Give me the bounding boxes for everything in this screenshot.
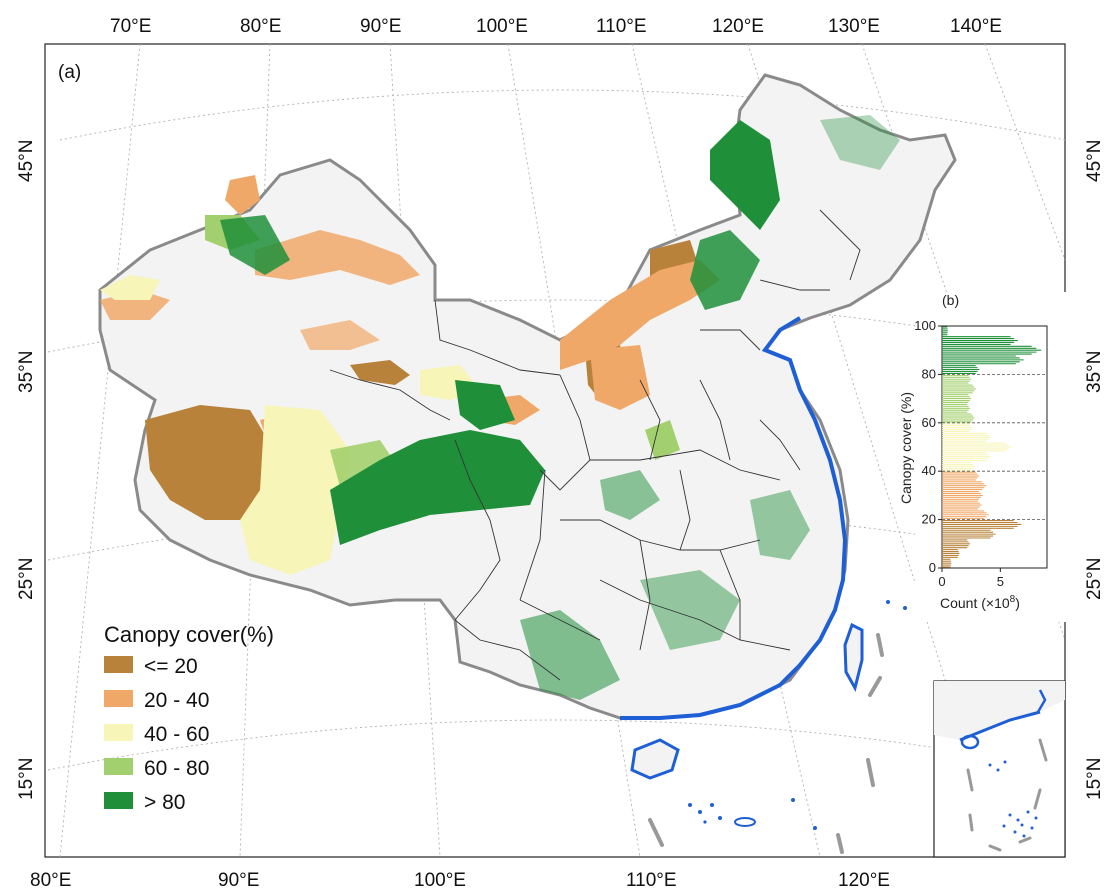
- legend-label: > 80: [144, 791, 185, 814]
- legend-label: 20 - 40: [144, 689, 209, 712]
- legend-label: <= 20: [144, 655, 198, 678]
- lat-label-right: 45°N: [1084, 140, 1105, 182]
- lon-label-bottom: 100°E: [414, 870, 466, 891]
- lon-label-bottom: 120°E: [838, 870, 890, 891]
- histogram-x-tick-label: 0: [938, 574, 945, 589]
- lon-label-bottom: 110°E: [626, 870, 677, 891]
- histogram-bars: [942, 326, 1042, 568]
- x-axis-label-main: Count (×10: [940, 595, 1010, 611]
- lon-label-bottom: 90°E: [218, 870, 259, 891]
- right-latitude-labels: 45°N 35°N 25°N 15°N: [1084, 140, 1105, 800]
- histogram-y-tick-label: 0: [929, 560, 936, 575]
- lon-label-bottom: 80°E: [30, 870, 71, 891]
- histogram-y-tick-label: 20: [922, 512, 936, 527]
- histogram-y-tick-label: 100: [914, 318, 936, 333]
- lat-label-left: 45°N: [16, 140, 37, 182]
- lon-label-top: 70°E: [110, 16, 151, 37]
- coastline: [620, 316, 848, 720]
- lat-label-right: 35°N: [1084, 351, 1105, 393]
- lon-label-top: 110°E: [596, 16, 647, 37]
- lat-label-right: 15°N: [1084, 758, 1105, 800]
- legend: Canopy cover(%) <= 20 20 - 40 40 - 60 60…: [104, 622, 274, 814]
- lon-label-top: 120°E: [712, 16, 764, 37]
- south-sea-islands: [688, 600, 907, 830]
- x-axis-label-end: ): [1015, 595, 1020, 611]
- x-axis-label-exponent: 8: [1010, 594, 1016, 605]
- left-latitude-labels: 45°N 35°N 25°N 15°N: [16, 140, 37, 800]
- province-borders: [329, 209, 861, 681]
- histogram-y-tick-label: 80: [922, 366, 936, 381]
- legend-title: Canopy cover(%): [104, 622, 274, 647]
- legend-swatch: [104, 656, 133, 673]
- inset-map: [933, 680, 1066, 858]
- legend-swatch: [104, 758, 133, 775]
- canopy-cover-layer: [100, 115, 900, 700]
- lon-label-top: 140°E: [950, 16, 1002, 37]
- panel-a-label: (a): [58, 62, 81, 83]
- lat-label-left: 15°N: [16, 758, 37, 800]
- legend-label: 60 - 80: [144, 757, 209, 780]
- histogram-y-axis-label: Canopy cover (%): [898, 392, 914, 504]
- histogram-y-ticks: 0 20 40 60 80 100: [914, 318, 942, 575]
- lat-label-right: 25°N: [1084, 558, 1105, 600]
- panel-b-label: (b): [942, 292, 959, 308]
- legend-label: 40 - 60: [144, 723, 209, 746]
- lon-label-top: 100°E: [476, 16, 528, 37]
- bottom-longitude-labels: 80°E 90°E 100°E 110°E 120°E: [30, 870, 890, 891]
- histogram-x-tick-label: 5: [997, 574, 1004, 589]
- lat-label-left: 25°N: [16, 558, 37, 600]
- lon-label-top: 80°E: [240, 16, 281, 37]
- lon-label-top: 130°E: [828, 16, 880, 37]
- dashed-boundary: [648, 633, 884, 854]
- histogram-y-tick-label: 40: [922, 463, 936, 478]
- top-longitude-labels: 70°E 80°E 90°E 100°E 110°E 120°E 130°E 1…: [110, 16, 1002, 37]
- histogram-dashed-lines: [942, 373, 1047, 520]
- legend-swatch: [104, 792, 133, 809]
- legend-swatch: [104, 690, 133, 707]
- histogram-x-axis-label: Count (×108): [940, 594, 1020, 611]
- lon-label-top: 90°E: [360, 16, 401, 37]
- lat-label-left: 35°N: [16, 351, 37, 393]
- histogram-y-tick-label: 60: [922, 415, 936, 430]
- legend-swatch: [104, 724, 133, 741]
